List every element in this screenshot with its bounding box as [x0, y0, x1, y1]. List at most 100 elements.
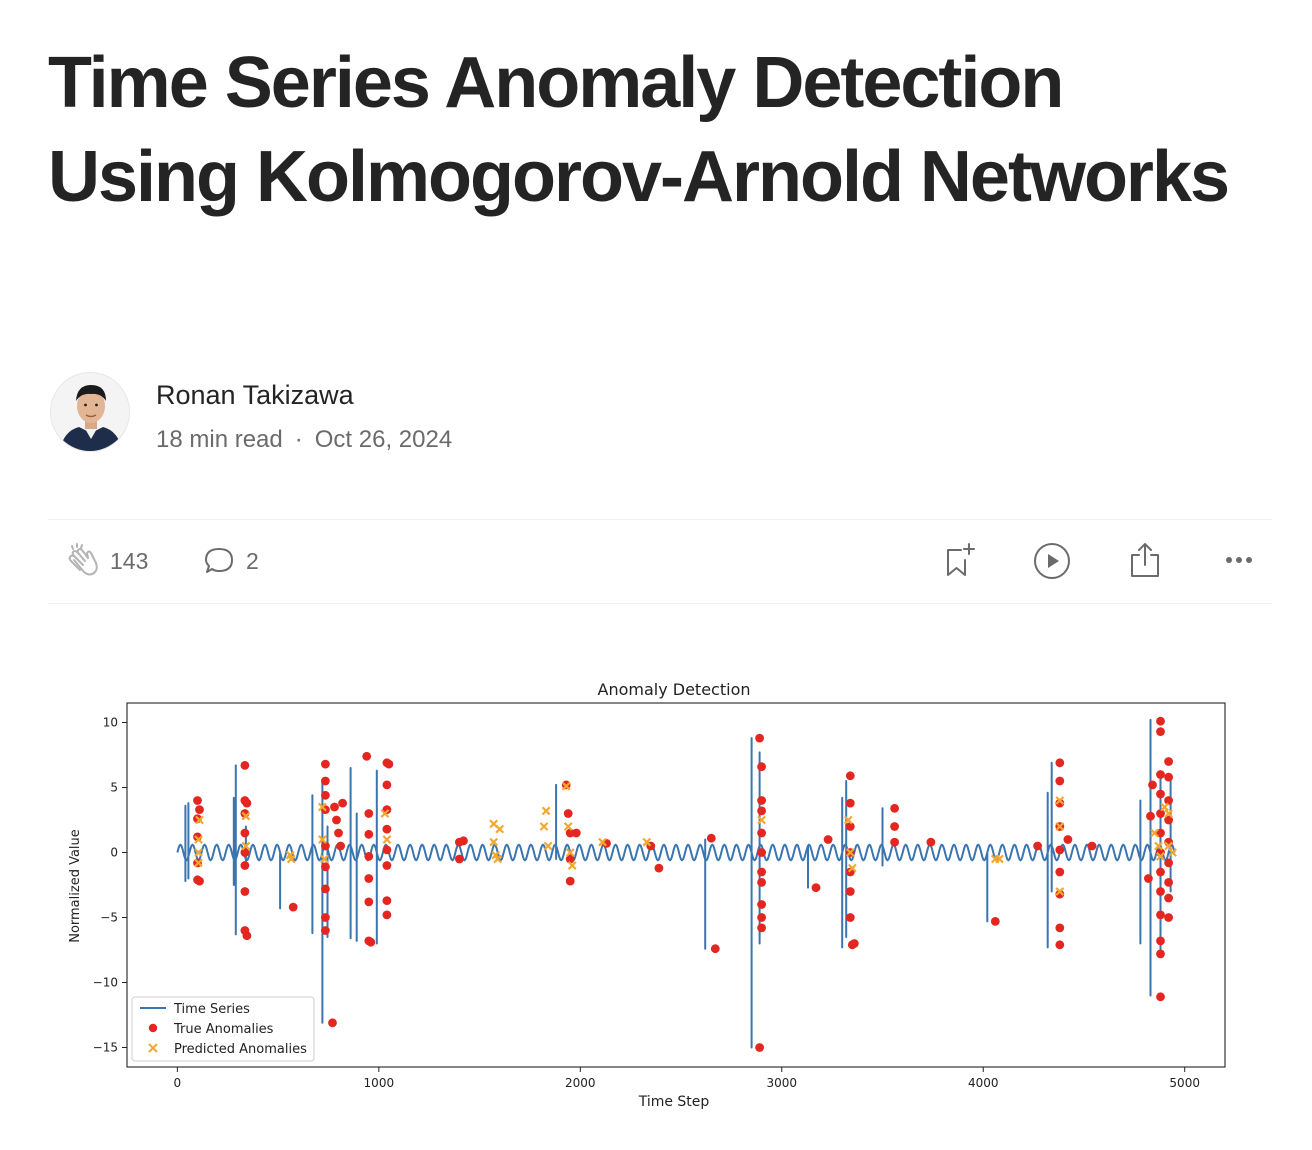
predicted-anomaly-point	[563, 822, 573, 831]
predicted-anomaly-point	[1154, 841, 1163, 851]
predicted-anomaly-point	[598, 837, 607, 847]
true-anomaly-point	[364, 852, 374, 861]
true-anomaly-point	[195, 876, 204, 886]
predicted-anomaly-point	[1055, 796, 1065, 805]
predicted-anomaly-point	[757, 815, 766, 825]
predicted-anomaly-point	[318, 835, 327, 844]
true-anomaly-point	[654, 863, 664, 873]
predicted-anomaly-point	[565, 848, 575, 857]
true-anomaly-point	[364, 874, 374, 883]
y-tick-label: 5	[110, 781, 118, 795]
true-anomaly-point	[1156, 828, 1165, 838]
read-time: 18 min read	[156, 426, 283, 453]
true-anomaly-point	[849, 939, 859, 948]
true-anomaly-point	[1055, 758, 1065, 768]
true-anomaly-point	[1156, 887, 1165, 896]
true-anomaly-point	[755, 1043, 764, 1052]
true-anomaly-point	[382, 861, 392, 870]
true-anomaly-point	[382, 780, 392, 790]
true-anomaly-point	[1156, 910, 1165, 920]
legend-dot-swatch	[148, 1023, 158, 1033]
predicted-anomaly-point	[847, 863, 857, 873]
true-anomaly-point	[757, 923, 766, 933]
listen-button[interactable]	[1033, 542, 1071, 580]
predicted-anomaly-point	[1164, 809, 1173, 818]
true-anomaly-point	[240, 887, 250, 896]
divider-top	[48, 519, 1272, 520]
article-meta: 18 min read · Oct 26, 2024	[156, 426, 452, 454]
true-anomaly-point	[240, 828, 250, 838]
more-button[interactable]	[1224, 548, 1256, 572]
true-anomaly-point	[1055, 798, 1065, 808]
true-anomaly-point	[1164, 913, 1173, 922]
true-anomaly-point	[336, 841, 345, 851]
true-anomaly-point	[1156, 770, 1165, 779]
author-name[interactable]: Ronan Takizawa	[156, 380, 354, 410]
comment-button[interactable]: 2	[202, 544, 259, 578]
y-tick-label: 0	[110, 846, 118, 860]
true-anomaly-point	[757, 848, 766, 857]
predicted-anomaly-point	[1150, 828, 1159, 838]
true-anomaly-point	[242, 931, 252, 941]
true-anomaly-point	[565, 876, 575, 886]
true-anomaly-point	[757, 867, 766, 877]
true-anomaly-point	[1156, 992, 1165, 1002]
true-anomaly-point	[845, 798, 855, 808]
true-anomaly-point	[193, 796, 202, 805]
article-title: Time Series Anomaly Detection Using Kolm…	[48, 43, 1230, 217]
true-anomaly-point	[757, 796, 766, 805]
true-anomaly-point	[1164, 815, 1173, 825]
clap-count: 143	[110, 547, 149, 574]
true-anomaly-point	[926, 837, 936, 847]
predicted-anomaly-point	[1164, 841, 1173, 851]
true-anomalies-layer	[193, 716, 1173, 1052]
bookmark-button[interactable]	[941, 542, 977, 578]
play-icon	[1033, 542, 1071, 580]
true-anomaly-point	[845, 913, 855, 922]
y-axis-label: Normalized Value	[68, 829, 83, 943]
true-anomaly-point	[364, 829, 374, 839]
x-tick-label: 5000	[1169, 1076, 1200, 1090]
y-tick-label: −5	[100, 911, 118, 925]
x-tick-label: 3000	[766, 1076, 797, 1090]
true-anomaly-point	[240, 761, 250, 770]
true-anomaly-point	[755, 733, 764, 743]
publish-date: Oct 26, 2024	[314, 426, 453, 453]
divider-bottom	[48, 603, 1272, 604]
predicted-anomaly-point	[493, 854, 503, 864]
true-anomaly-point	[1055, 889, 1065, 899]
comment-count: 2	[246, 547, 259, 574]
true-anomaly-point	[321, 913, 330, 922]
plot-frame	[126, 702, 1226, 1068]
predicted-anomaly-point	[382, 835, 392, 844]
predicted-anomaly-point	[318, 802, 327, 812]
true-anomaly-point	[455, 854, 464, 864]
avatar-image	[51, 373, 129, 451]
true-anomaly-point	[1156, 949, 1165, 959]
x-tick-label: 4000	[968, 1076, 999, 1090]
clap-button[interactable]: 143	[64, 542, 148, 580]
anomaly-chart: Anomaly Detection Time Step Normalized V…	[68, 680, 1226, 1110]
legend-item-predicted-anomalies: Predicted Anomalies	[174, 1042, 307, 1057]
time-series-line	[176, 718, 1176, 1049]
author-avatar[interactable]	[50, 372, 130, 452]
true-anomaly-point	[321, 862, 330, 872]
predicted-anomaly-point	[843, 815, 853, 825]
true-anomaly-point	[362, 751, 372, 761]
true-anomaly-point	[1156, 936, 1165, 946]
true-anomaly-point	[382, 845, 392, 855]
true-anomaly-point	[332, 815, 341, 825]
true-anomaly-point	[1164, 858, 1173, 868]
true-anomaly-point	[1055, 923, 1065, 933]
share-button[interactable]	[1127, 541, 1163, 579]
predicted-anomaly-point	[1168, 848, 1177, 857]
true-anomaly-point	[890, 822, 899, 831]
legend-x-swatch	[148, 1043, 158, 1053]
series-layer	[176, 718, 1176, 1049]
true-anomaly-point	[845, 771, 855, 781]
true-anomaly-point	[240, 848, 250, 857]
legend-item-time-series: Time Series	[173, 1002, 250, 1017]
predicted-anomaly-point	[539, 822, 549, 831]
true-anomaly-point	[1156, 727, 1165, 736]
predicted-anomaly-point	[1055, 822, 1065, 831]
